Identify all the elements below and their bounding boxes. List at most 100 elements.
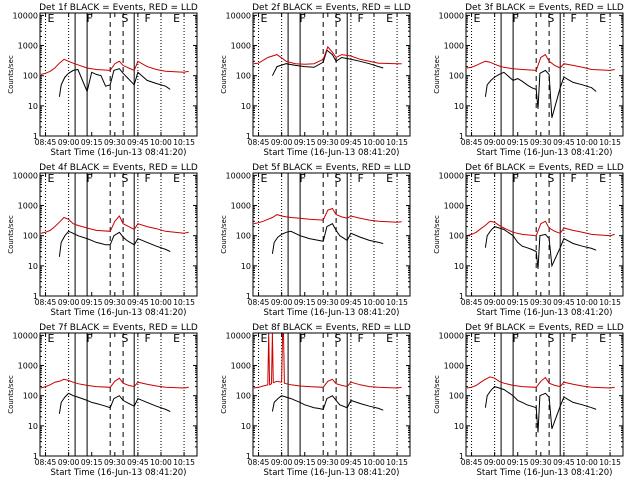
x-tick-label: 10:00 (576, 458, 598, 467)
lld-series-line (253, 45, 402, 65)
y-tick-label: 10 (241, 102, 251, 111)
y-tick-label: 100 (236, 232, 251, 241)
x-tick-label: 10:00 (363, 458, 385, 467)
y-tick-label: 100 (236, 392, 251, 401)
region-label: E (474, 12, 481, 25)
y-tick-label: 1000 (444, 42, 464, 51)
x-tick-label: 09:00 (271, 298, 293, 307)
region-label: S (334, 172, 341, 185)
region-label: S (121, 172, 128, 185)
region-label: E (386, 172, 393, 185)
lld-series-line (253, 207, 402, 225)
region-label: S (334, 12, 341, 25)
region-label: F (145, 12, 151, 25)
y-tick-label: 10 (454, 262, 464, 271)
region-label: F (145, 332, 151, 345)
region-label: F (86, 332, 92, 345)
x-tick-label: 10:00 (363, 138, 385, 147)
region-label: F (145, 172, 151, 185)
chart-title: Det 5f BLACK = Events, RED = LLD (252, 163, 411, 173)
x-tick-label: 09:45 (340, 298, 362, 307)
events-series-line (58, 68, 171, 97)
y-tick-label: 1000 (444, 202, 464, 211)
region-label: E (386, 332, 393, 345)
x-tick-label: 10:15 (386, 458, 408, 467)
y-tick-label: 100 (23, 232, 38, 241)
x-tick-label: 08:45 (461, 138, 483, 147)
y-tick-label: 1 (33, 292, 38, 301)
y-tick-label: 1000 (231, 362, 251, 371)
region-label: E (599, 12, 606, 25)
y-tick-label: 100 (236, 72, 251, 81)
x-tick-label: 09:30 (530, 138, 552, 147)
region-label: F (358, 172, 364, 185)
y-tick-label: 10000 (13, 171, 38, 180)
y-tick-label: 1 (459, 452, 464, 461)
region-label: E (261, 332, 268, 345)
region-label: F (512, 12, 518, 25)
y-tick-label: 1000 (18, 362, 38, 371)
y-tick-label: 1 (246, 292, 251, 301)
chart-title: Det 8f BLACK = Events, RED = LLD (252, 323, 411, 333)
x-tick-label: 09:30 (317, 298, 339, 307)
y-axis-label: Counts/sec (7, 55, 15, 94)
lld-series-line (40, 377, 189, 389)
x-tick-label: 09:30 (104, 138, 126, 147)
x-tick-label: 10:15 (599, 458, 621, 467)
y-tick-label: 10 (28, 262, 38, 271)
plot-frame (39, 332, 198, 457)
events-series-line (58, 230, 171, 257)
x-tick-label: 09:30 (104, 298, 126, 307)
y-axis-label: Counts/sec (7, 375, 15, 414)
y-axis-label: Counts/sec (433, 375, 441, 414)
region-label: F (86, 172, 92, 185)
y-tick-label: 1 (246, 132, 251, 141)
y-axis-label: Counts/sec (220, 55, 228, 94)
region-label: F (299, 332, 305, 345)
plot-frame (465, 172, 624, 297)
x-tick-label: 10:00 (576, 138, 598, 147)
events-series-line (484, 386, 597, 433)
y-tick-label: 1000 (444, 362, 464, 371)
region-label: E (599, 332, 606, 345)
chart-title: Det 7f BLACK = Events, RED = LLD (39, 323, 198, 333)
region-label: S (547, 332, 554, 345)
x-tick-label: 09:45 (127, 458, 149, 467)
region-label: F (358, 332, 364, 345)
x-tick-label: 09:45 (553, 298, 575, 307)
x-tick-label: 09:45 (127, 138, 149, 147)
region-label: E (261, 172, 268, 185)
region-label: S (547, 12, 554, 25)
region-label: F (512, 332, 518, 345)
chart-title: Det 3f BLACK = Events, RED = LLD (465, 3, 624, 13)
lld-series-line (466, 376, 615, 389)
y-tick-label: 1000 (18, 42, 38, 51)
region-label: E (48, 12, 55, 25)
region-label: F (571, 12, 577, 25)
x-tick-label: 09:15 (294, 298, 316, 307)
chart-title: Det 2f BLACK = Events, RED = LLD (252, 3, 411, 13)
x-tick-label: 08:45 (248, 298, 270, 307)
x-tick-label: 09:30 (530, 458, 552, 467)
y-tick-label: 10000 (13, 11, 38, 20)
y-tick-label: 100 (449, 72, 464, 81)
y-tick-label: 100 (23, 72, 38, 81)
x-tick-label: 09:45 (553, 138, 575, 147)
region-label: E (173, 332, 180, 345)
x-tick-label: 09:15 (81, 138, 103, 147)
x-tick-label: 09:00 (484, 138, 506, 147)
y-tick-label: 1000 (18, 202, 38, 211)
x-axis-label: Start Time (16-Jun-13 08:41:20) (477, 308, 613, 318)
x-tick-label: 08:45 (248, 458, 270, 467)
region-label: F (571, 332, 577, 345)
region-label: E (474, 332, 481, 345)
region-label: F (299, 12, 305, 25)
events-series-line (484, 69, 597, 118)
region-label: F (299, 172, 305, 185)
